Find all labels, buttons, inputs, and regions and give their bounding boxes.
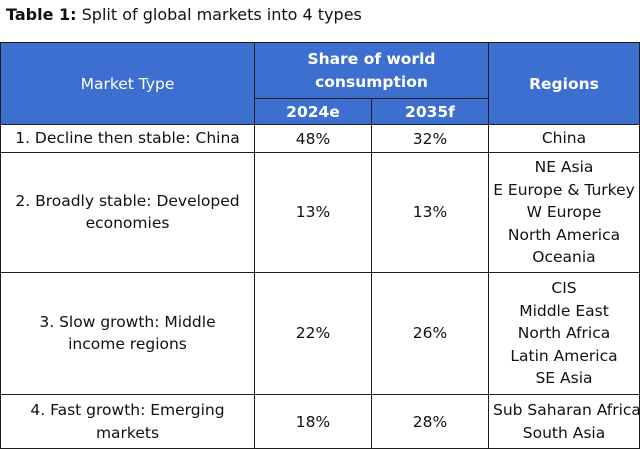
- market-type-line: economies: [85, 214, 170, 233]
- share-2024-cell: 48%: [254, 123, 372, 154]
- table-row: 1. Decline then stable: China 48% 32% Ch…: [0, 123, 640, 154]
- market-type-line: 3. Slow growth: Middle: [39, 312, 216, 331]
- region-item: Latin America: [510, 346, 618, 365]
- share-2035-cell: 32%: [371, 123, 489, 154]
- header-year-2035: 2035f: [371, 98, 489, 125]
- region-item: NE Asia: [534, 158, 594, 177]
- region-item: Sub Saharan Africa: [493, 401, 640, 420]
- share-2035-cell: 26%: [371, 271, 489, 396]
- region-item: Middle East: [519, 301, 609, 320]
- share-2035-cell: 13%: [371, 152, 489, 273]
- region-item: E Europe & Turkey: [493, 180, 635, 199]
- share-2035-cell: 28%: [371, 394, 489, 449]
- region-item: South Asia: [522, 423, 606, 442]
- region-item: China: [541, 129, 587, 148]
- regions-cell: Sub Saharan Africa South Asia: [488, 394, 640, 449]
- share-2024-cell: 18%: [254, 394, 372, 449]
- region-item: North America: [507, 225, 621, 244]
- share-2024-cell: 22%: [254, 271, 372, 396]
- table-row: 2. Broadly stable: Developed economies 1…: [0, 152, 640, 273]
- market-type-line: income regions: [68, 335, 187, 354]
- caption-label: Table 1:: [6, 5, 77, 24]
- table-row: 3. Slow growth: Middle income regions 22…: [0, 271, 640, 396]
- header-share-line2: consumption: [315, 72, 428, 91]
- regions-cell: China: [488, 123, 640, 154]
- region-item: CIS: [551, 279, 577, 298]
- header-share-line1: Share of world: [307, 50, 436, 68]
- regions-cell: CIS Middle East North Africa Latin Ameri…: [488, 271, 640, 396]
- region-item: Oceania: [532, 248, 596, 267]
- market-type-line: 2. Broadly stable: Developed: [15, 191, 240, 210]
- header-year-2024: 2024e: [254, 98, 372, 125]
- table-row: 4. Fast growth: Emerging markets 18% 28%…: [0, 394, 640, 449]
- market-type-cell: 4. Fast growth: Emerging markets: [0, 394, 255, 449]
- markets-table: Market Type Share of world consumption R…: [0, 42, 640, 449]
- market-type-line: 1. Decline then stable: China: [15, 129, 240, 148]
- market-type-line: 4. Fast growth: Emerging: [30, 401, 225, 420]
- region-item: W Europe: [526, 203, 602, 222]
- table-caption: Table 1: Split of global markets into 4 …: [6, 5, 362, 25]
- market-type-line: markets: [95, 423, 160, 442]
- header-regions: Regions: [488, 42, 640, 125]
- market-type-cell: 1. Decline then stable: China: [0, 123, 255, 154]
- header-share: Share of world consumption: [254, 42, 489, 99]
- region-item: SE Asia: [535, 369, 593, 388]
- table-body: 1. Decline then stable: China 48% 32% Ch…: [0, 123, 640, 449]
- share-2024-cell: 13%: [254, 152, 372, 273]
- market-type-cell: 3. Slow growth: Middle income regions: [0, 271, 255, 396]
- caption-text: Split of global markets into 4 types: [81, 5, 362, 24]
- market-type-cell: 2. Broadly stable: Developed economies: [0, 152, 255, 273]
- regions-cell: NE Asia E Europe & Turkey W Europe North…: [488, 152, 640, 273]
- header-market-type: Market Type: [0, 42, 255, 125]
- table-header: Market Type Share of world consumption R…: [0, 42, 640, 125]
- region-item: North Africa: [517, 324, 611, 343]
